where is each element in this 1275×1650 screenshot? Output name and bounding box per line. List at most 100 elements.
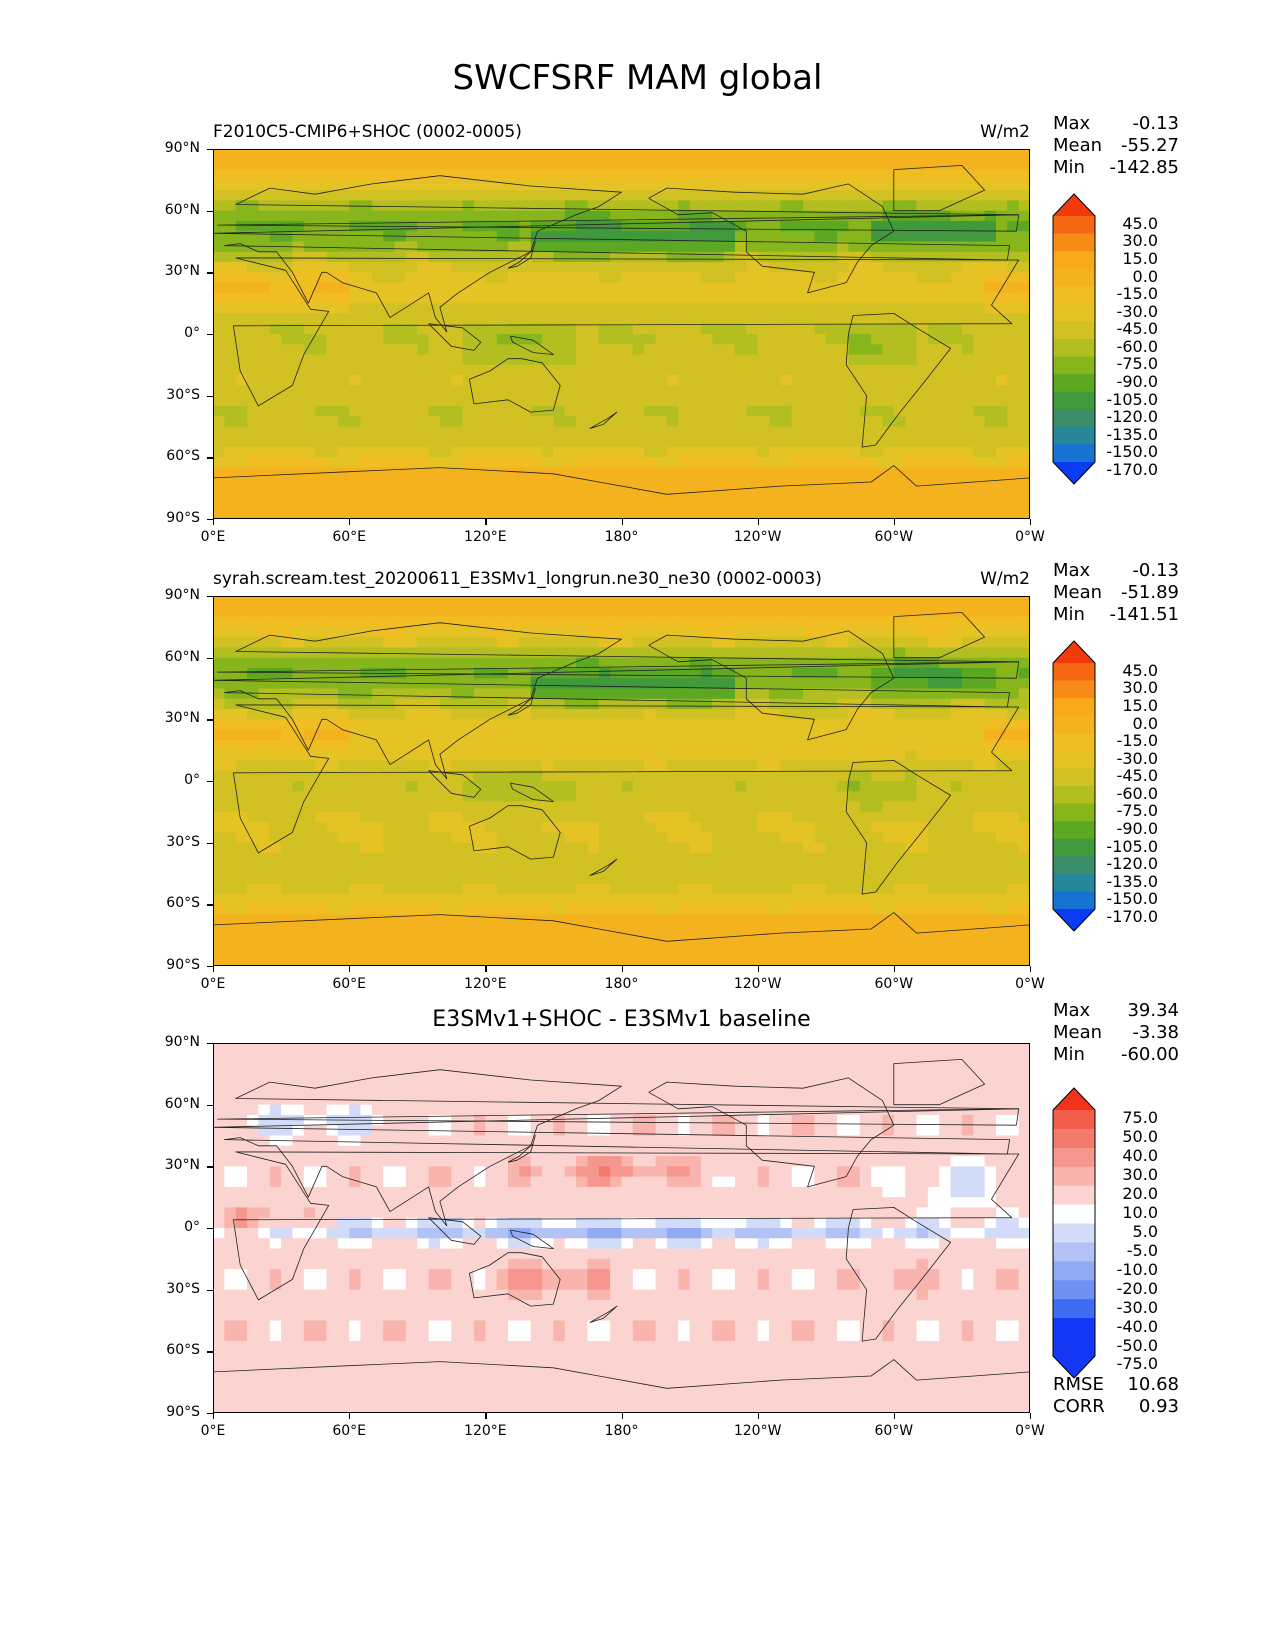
field-cell <box>598 811 611 823</box>
field-cell <box>939 616 952 628</box>
field-cell <box>360 873 373 885</box>
field-cell <box>882 801 895 813</box>
field-cell <box>950 272 963 284</box>
field-cell <box>473 179 486 191</box>
field-cell <box>473 698 486 710</box>
field-cell <box>587 385 600 397</box>
field-cell <box>530 616 543 628</box>
field-cell <box>961 914 974 926</box>
field-cell <box>984 791 997 803</box>
field-cell <box>337 842 350 854</box>
field-cell <box>644 842 657 854</box>
field-cell <box>655 508 668 519</box>
field-cell <box>462 873 475 885</box>
field-cell <box>247 508 259 519</box>
field-cell <box>746 883 759 895</box>
field-cell <box>258 241 271 253</box>
field-cell <box>632 719 645 731</box>
field-cell <box>927 801 940 813</box>
field-cell <box>882 426 895 438</box>
field-cell <box>712 477 725 489</box>
field-cell <box>848 436 861 448</box>
field-cell <box>621 719 634 731</box>
field-cell <box>473 667 486 679</box>
field-cell <box>439 159 452 171</box>
field-cell <box>848 334 861 345</box>
field-cell <box>269 678 282 690</box>
field-cell <box>655 770 668 782</box>
field-cell <box>508 477 520 489</box>
field-cell <box>451 863 464 875</box>
field-cell <box>803 678 816 690</box>
field-cell <box>405 750 418 762</box>
field-cell <box>542 447 555 458</box>
field-cell <box>281 220 294 232</box>
field-cell <box>371 596 384 607</box>
field-cell <box>451 739 464 751</box>
field-cell <box>689 791 702 803</box>
field-cell <box>893 477 906 489</box>
field-cell <box>791 210 804 222</box>
field-cell <box>337 863 350 875</box>
field-cell <box>621 457 634 469</box>
field-cell <box>610 488 623 500</box>
field-cell <box>247 894 259 905</box>
field-cell <box>519 447 532 458</box>
field-cell <box>734 596 747 607</box>
field-cell <box>973 637 986 648</box>
field-cell <box>995 220 1008 232</box>
field-cell <box>598 323 611 335</box>
field-cell <box>258 596 271 607</box>
field-cell <box>757 272 770 284</box>
field-cell <box>984 760 997 772</box>
field-cell <box>700 323 713 335</box>
field-cell <box>655 190 668 201</box>
field-cell <box>689 231 702 243</box>
field-cell <box>723 883 736 895</box>
field-cell <box>621 447 634 458</box>
field-cell <box>893 334 906 345</box>
field-cell <box>451 169 464 181</box>
field-cell <box>893 678 906 690</box>
field-cell <box>644 647 657 659</box>
field-cell <box>417 385 430 397</box>
field-cell <box>916 801 929 813</box>
field-cell <box>757 719 770 731</box>
field-cell <box>496 678 509 690</box>
field-cell <box>315 262 328 273</box>
field-cell <box>621 220 634 232</box>
field-cell <box>371 395 384 407</box>
field-cell <box>315 750 328 762</box>
field-cell <box>564 149 577 160</box>
field-cell <box>961 159 974 171</box>
field-cell <box>405 416 418 428</box>
field-cell <box>485 426 498 438</box>
field-cell <box>689 750 702 762</box>
field-cell <box>564 169 577 181</box>
field-cell <box>632 292 645 304</box>
field-cell <box>973 606 986 618</box>
field-cell <box>882 405 895 417</box>
field-cell <box>700 894 713 905</box>
field-cell <box>326 375 339 386</box>
colorbar-label: 0.0 <box>1132 266 1158 286</box>
field-cell <box>258 231 271 243</box>
field-cell <box>610 832 623 844</box>
field-cell <box>281 770 294 782</box>
field-cell <box>655 914 668 926</box>
field-cell <box>848 303 861 315</box>
field-cell <box>235 719 248 731</box>
field-cell <box>576 822 589 833</box>
field-cell <box>712 508 725 519</box>
field-cell <box>961 313 974 325</box>
field-cell <box>235 385 248 397</box>
field-cell <box>473 801 486 813</box>
field-cell <box>1007 220 1020 232</box>
field-cell <box>632 282 645 294</box>
field-cell <box>235 179 248 191</box>
field-cell <box>576 894 589 905</box>
field-cell <box>746 210 759 222</box>
field-cell <box>632 750 645 762</box>
field-cell <box>405 781 418 792</box>
field-cell <box>405 272 418 284</box>
